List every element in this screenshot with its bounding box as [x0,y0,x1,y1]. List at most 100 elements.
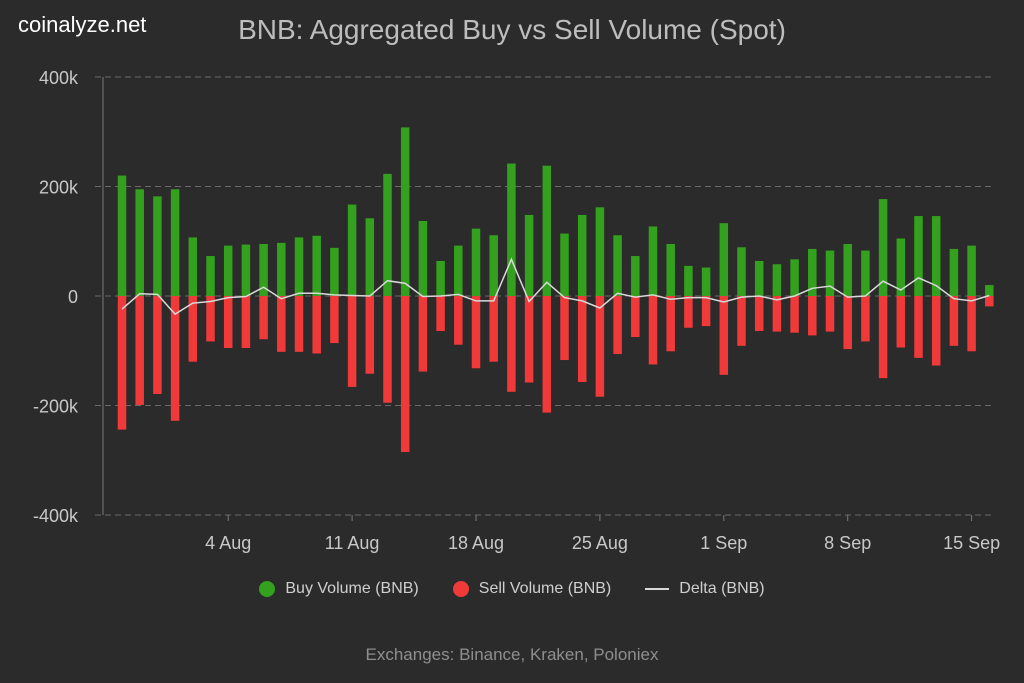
buy-bar [914,216,923,296]
sell-bar [489,296,498,362]
sell-bar [347,296,357,387]
buy-bar [188,237,198,296]
sell-bar [524,296,534,383]
sell-bar [241,296,251,349]
buy-bar [719,223,729,296]
sell-bar [206,296,215,342]
buy-bar [471,228,481,296]
x-tick-label: 1 Sep [700,533,747,553]
sell-bar [967,296,976,352]
y-tick-label: 0 [68,287,78,307]
sell-bar [277,296,286,352]
sell-bar [878,296,888,379]
sell-bar [808,296,817,336]
buy-bar [949,248,959,296]
buy-bar [754,260,764,296]
y-tick-label: 400k [39,68,79,88]
chart-title: BNB: Aggregated Buy vs Sell Volume (Spot… [238,14,786,45]
sell-bar [896,296,906,348]
sell-bar [754,296,764,332]
buy-bar [507,163,516,296]
sell-bar [666,296,675,352]
sell-bar [170,296,180,421]
sell-bar [400,296,410,453]
sell-bar [330,296,339,344]
sell-bar [294,296,304,352]
buy-bar [808,248,817,296]
buy-dot-icon [259,581,276,597]
sell-bar [861,296,870,342]
legend-label-delta: Delta (BNB) [679,580,765,597]
sell-bar [418,296,428,372]
buy-bar [524,214,534,296]
x-tick-label: 4 Aug [205,533,251,553]
buy-bar [577,214,587,296]
sell-bar [259,296,268,340]
sell-dot-icon [452,581,469,597]
legend-item-delta[interactable]: Delta (BNB) [645,580,765,598]
sell-bar [542,296,552,413]
sell-bar [383,296,392,403]
sell-bar [595,296,605,397]
buy-bar [701,267,711,296]
buy-bar [931,216,941,296]
sell-bar [577,296,587,382]
buy-bar [312,235,321,296]
sell-bar [843,296,852,350]
buy-bar [294,237,304,296]
sell-bar [825,296,835,332]
sell-bar [365,296,375,374]
legend-item-buy[interactable]: Buy Volume (BNB) [259,580,419,598]
sell-bar [188,296,198,362]
buy-bar [684,265,693,296]
sell-bar [436,296,445,332]
legend-item-sell[interactable]: Sell Volume (BNB) [452,580,612,598]
sell-bar [648,296,658,365]
buy-bar [259,243,268,296]
y-tick-label: 200k [39,178,79,198]
buy-bar [277,242,286,296]
legend-label-sell: Sell Volume (BNB) [478,580,612,597]
delta-line-icon [645,588,670,590]
x-tick-label: 25 Aug [572,533,628,553]
sell-bar [223,296,233,349]
buy-bar [241,244,251,296]
sell-bar [684,296,693,328]
sell-bar [153,296,162,395]
sell-bar [701,296,711,327]
buy-bar [595,207,605,296]
y-tick-label: -200k [33,397,79,417]
sell-bar [719,296,729,375]
legend-label-buy: Buy Volume (BNB) [285,580,419,597]
buy-bar [365,218,375,296]
x-tick-label: 18 Aug [448,533,504,553]
buy-bar [790,259,799,296]
buy-bar [666,243,675,296]
sell-bar [985,296,994,307]
sell-bar [737,296,746,346]
x-tick-label: 11 Aug [325,533,380,553]
buy-bar [117,175,127,296]
buy-bar [843,243,852,296]
buy-bar [135,189,144,296]
sell-bar [507,296,516,392]
buy-bar [896,238,906,296]
buy-bar [418,220,428,296]
sell-bar [471,296,481,369]
buy-bar [489,235,498,296]
buy-bar [454,245,463,296]
buy-bar [330,247,339,296]
buy-bar [436,260,445,296]
sell-bar [135,296,144,405]
sell-bar [117,296,127,430]
x-tick-label: 8 Sep [824,533,871,553]
sell-bar [613,296,622,355]
buy-bar [772,264,782,296]
sell-bar [949,296,959,346]
delta-line [121,257,990,316]
buy-bar [613,235,622,296]
buy-bar [985,285,994,296]
sell-bar [790,296,799,333]
buy-bar [648,226,658,296]
